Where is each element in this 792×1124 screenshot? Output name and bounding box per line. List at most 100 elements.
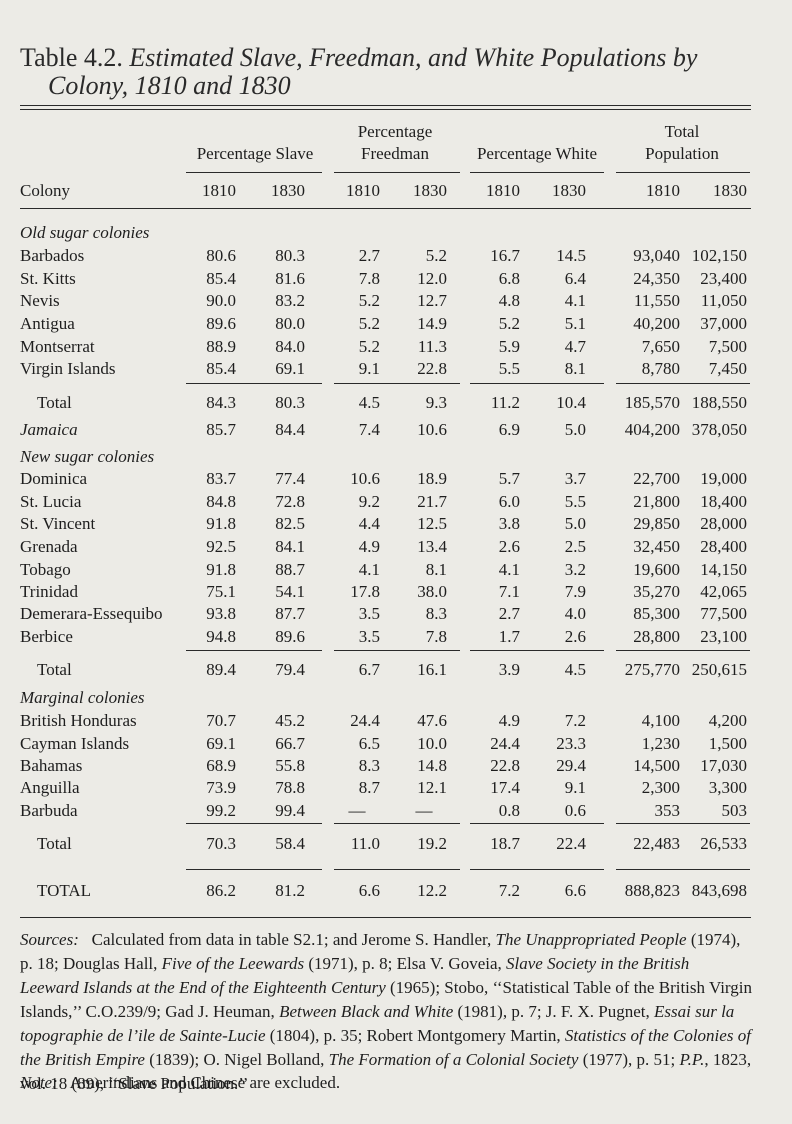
table-cell: 86.2 [206,881,236,900]
table-cell: 7,500 [708,337,747,356]
table-cell: 84.1 [275,537,305,556]
table-cell: 11,550 [633,291,680,310]
table-cell: 0.8 [498,801,520,820]
table-cell: 7,450 [708,359,747,378]
table-cell: 84.0 [275,337,305,356]
source-title: Slave Society in the British Leeward Isl… [20,954,690,997]
subtotal-rule [470,383,604,384]
row-label: Barbuda [20,801,78,820]
table-cell: 2.6 [564,627,586,646]
table-cell: 89.6 [275,627,305,646]
table-cell: 55.8 [275,756,305,775]
table-cell: 8.7 [358,778,380,797]
subtotal-rule [470,650,604,651]
table-cell: 2.7 [358,246,380,265]
subtotal-rule [616,383,750,384]
row-label: Nevis [20,291,60,310]
table-cell: 3.5 [358,627,380,646]
table-cell: 4.9 [498,711,520,730]
table-cell: 9.3 [425,393,447,412]
table-cell: 22,483 [633,834,680,853]
table-cell: 3.5 [358,604,380,623]
table-cell: 378,050 [691,420,747,439]
table-cell: 80.3 [275,246,305,265]
row-label: Barbados [20,246,85,265]
table-cell: 70.7 [206,711,236,730]
table-cell: 14,150 [700,560,747,579]
table-cell: 81.6 [275,269,305,288]
table-cell: 12.1 [417,778,447,797]
table-cell: 22.4 [556,834,586,853]
subtotal-rule [186,383,322,384]
table-cell: 11.3 [417,337,447,356]
table-cell: 7.2 [498,881,520,900]
source-text: Calculated from data in table S2.1; and … [91,930,496,949]
table-cell: 2.6 [498,537,520,556]
table-cell: 4.5 [358,393,380,412]
table-cell: 70.3 [206,834,236,853]
table-cell: 91.8 [206,560,236,579]
table-cell: 29.4 [556,756,586,775]
row-label: St. Kitts [20,269,76,288]
table-cell: 7.8 [358,269,380,288]
table-cell: 7.2 [564,711,586,730]
table-cell: 6.6 [358,881,380,900]
table-cell: 4,100 [641,711,680,730]
header-total-line2: Population [645,144,719,163]
row-label: British Honduras [20,711,137,730]
table-cell: 3.9 [498,660,520,679]
section-heading: Marginal colonies [20,688,145,707]
table-cell: 12.7 [417,291,447,310]
table-cell: 99.2 [206,801,236,820]
table-cell: 14.8 [417,756,447,775]
table-cell: 82.5 [275,514,305,533]
table-cell: 93,040 [633,246,680,265]
table-cell: 7.9 [564,582,586,601]
table-cell: 85.4 [206,359,236,378]
table-cell: 2.5 [564,537,586,556]
section-heading: Old sugar colonies [20,223,150,242]
row-label: Demerara-Essequibo [20,604,163,623]
table-cell: 84.8 [206,492,236,511]
row-label: Tobago [20,560,71,579]
table-cell: 6.7 [358,660,380,679]
table-cell: 58.4 [275,834,305,853]
table-cell: 12.0 [417,269,447,288]
table-cell: 28,400 [700,537,747,556]
table-cell: 3.2 [564,560,586,579]
title-line-1: Estimated Slave, Freedman, and White Pop… [129,43,698,72]
year-header: 1830 [413,181,447,200]
table-cell: 11.2 [490,393,520,412]
table-cell: 66.7 [275,734,305,753]
subtotal-rule [470,823,604,824]
table-cell: 3.7 [564,469,586,488]
row-label: Anguilla [20,778,80,797]
table-cell: 8,780 [641,359,680,378]
header-underline-slave [186,172,322,173]
row-label: Cayman Islands [20,734,130,753]
table-cell: 84.4 [275,420,305,439]
table-cell: 18.7 [490,834,520,853]
table-cell: 29,850 [633,514,680,533]
table-cell: 1,500 [708,734,747,753]
row-label: St. Lucia [20,492,82,511]
note-text: Amerindians and Chinese are excluded. [69,1073,341,1092]
table-cell: 5.5 [564,492,586,511]
table-cell: 250,615 [691,660,747,679]
table-cell: 72.8 [275,492,305,511]
top-rule-2 [20,109,751,110]
section-heading: New sugar colonies [20,447,155,466]
table-cell: 9.1 [564,778,586,797]
table-cell: 80.6 [206,246,236,265]
year-header: 1810 [346,181,380,200]
table-cell: 503 [721,801,748,820]
table-cell: 22,700 [633,469,680,488]
table-cell: 85.7 [206,420,236,439]
table-cell: 16.7 [490,246,520,265]
table-cell: 94.8 [206,627,236,646]
table-cell: 4,200 [708,711,747,730]
row-label: TOTAL [37,881,92,900]
table-cell: 5.9 [498,337,520,356]
table-cell: 68.9 [206,756,236,775]
table-cell: 6.4 [564,269,586,288]
